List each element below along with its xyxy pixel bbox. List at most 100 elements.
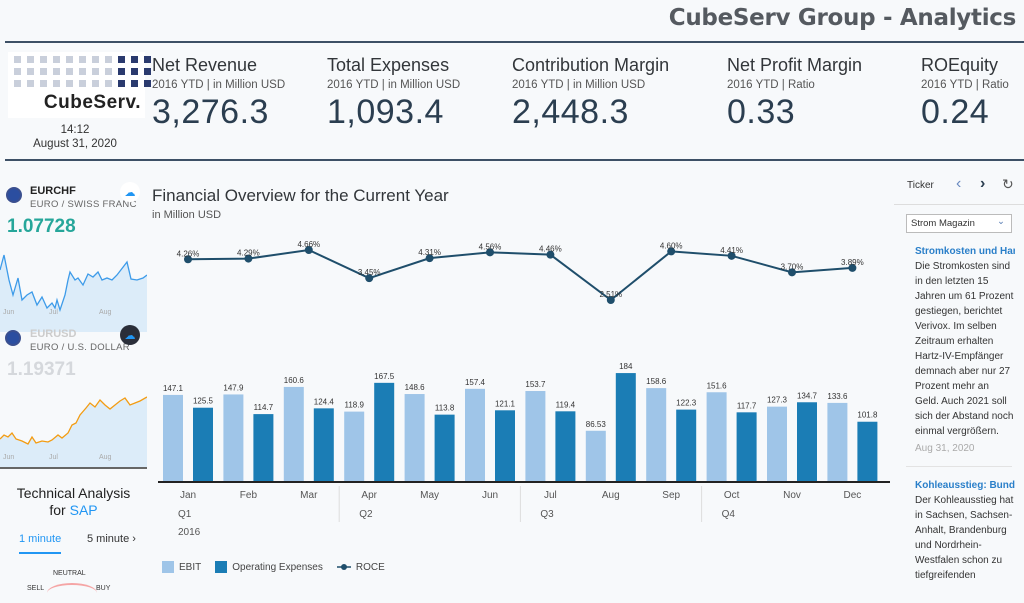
roce-point[interactable]	[788, 268, 796, 277]
next-icon[interactable]: ›	[980, 175, 986, 192]
clock-date: August 31, 2020	[33, 138, 117, 150]
month-label: Feb	[240, 490, 258, 501]
refresh-icon[interactable]: ↻	[1002, 176, 1014, 192]
bar-value-label: 157.4	[465, 378, 486, 387]
fx-code: EURCHF	[30, 185, 76, 197]
kpi-net-revenue[interactable]: Net Revenue 2016 YTD | in Million USD 3,…	[152, 55, 285, 132]
opex-bar[interactable]	[555, 411, 576, 482]
ebit-bar[interactable]	[465, 388, 485, 482]
roce-point[interactable]	[486, 248, 494, 257]
bar-value-label: 153.7	[525, 380, 546, 389]
month-label: Aug	[602, 490, 620, 501]
ebit-bar[interactable]	[706, 392, 727, 482]
gauge-label: NEUTRAL	[53, 570, 86, 577]
opex-bar[interactable]	[313, 408, 334, 482]
eu-flag-icon	[5, 330, 21, 346]
ebit-bar[interactable]	[767, 406, 787, 482]
kpi-total-expenses[interactable]: Total Expenses 2016 YTD | in Million USD…	[327, 55, 460, 132]
kpi-title: Net Profit Margin	[727, 55, 863, 75]
opex-bar[interactable]	[857, 421, 878, 482]
roce-value-label: 3.45%	[358, 268, 381, 277]
month-label: May	[420, 490, 439, 501]
bar-value-label: 113.8	[435, 404, 455, 413]
opex-bar[interactable]	[615, 373, 636, 482]
previous-icon[interactable]: ‹	[956, 175, 962, 192]
opex-bar[interactable]	[676, 409, 697, 482]
ebit-bar[interactable]	[344, 411, 365, 482]
logo-dot	[144, 80, 151, 87]
roce-point[interactable]	[667, 247, 676, 256]
symbol-link[interactable]: SAP	[69, 502, 98, 518]
opex-bar[interactable]	[253, 414, 274, 482]
roce-point[interactable]	[304, 246, 313, 254]
roce-value-label: 4.26%	[177, 249, 200, 258]
kpi-value: 3,276.3	[152, 93, 269, 131]
news-item[interactable]: Kohleausstieg: Bund und Der Kohleausstie…	[915, 478, 1015, 583]
ebit-bar[interactable]	[525, 391, 546, 482]
logo-dot	[14, 80, 21, 87]
legend-item-roce[interactable]: ROCE	[336, 561, 385, 573]
roce-point[interactable]	[848, 263, 857, 272]
opex-bar[interactable]	[434, 414, 455, 482]
cloud-icon[interactable]: ☁	[120, 325, 140, 345]
opex-bar[interactable]	[374, 382, 395, 482]
roce-point[interactable]	[425, 254, 434, 263]
month-label: Jul	[544, 490, 557, 501]
opex-bar[interactable]	[495, 410, 515, 482]
kpi-subtitle: 2016 YTD | in Million USD	[152, 79, 286, 91]
logo-dot	[79, 68, 86, 75]
month-label: Jun	[3, 454, 14, 461]
cloud-icon[interactable]: ☁	[120, 182, 140, 202]
eurchf-sparkline[interactable]: Jun Jul Aug	[0, 250, 147, 332]
news-headline[interactable]: Kohleausstieg: Bund und	[915, 480, 1015, 491]
opex-bar[interactable]	[736, 412, 757, 482]
kpi-value: 1,093.4	[327, 93, 444, 131]
roce-value-label: 4.46%	[539, 245, 562, 254]
bar-value-label: 118.9	[344, 401, 364, 410]
roce-point[interactable]	[727, 251, 736, 260]
roce-point[interactable]	[606, 296, 615, 305]
month-label: Mar	[300, 490, 318, 501]
ebit-bar[interactable]	[585, 430, 606, 482]
legend-label: ROCE	[355, 561, 385, 573]
ebit-bar[interactable]	[404, 394, 425, 482]
company-logo: CubeServ.	[8, 52, 151, 118]
logo-dot	[53, 68, 60, 75]
eurusd-sparkline[interactable]: Jun Jul Aug	[0, 395, 147, 467]
news-headline[interactable]: Stromkosten und Hartz-IV	[915, 246, 1015, 257]
bar-value-label: 160.6	[284, 376, 305, 385]
roce-point[interactable]	[244, 254, 253, 263]
roce-point[interactable]	[546, 250, 555, 259]
bar-value-label: 114.7	[254, 403, 274, 412]
logo-dot	[53, 80, 60, 87]
legend-item-operating-expenses[interactable]: Operating Expenses	[215, 561, 323, 573]
ebit-bar[interactable]	[223, 394, 244, 482]
legend-item-ebit[interactable]: EBIT	[162, 561, 201, 573]
tab-5-minute[interactable]: 5 minute ›	[87, 533, 136, 545]
kpi-contribution-margin[interactable]: Contribution Margin 2016 YTD | in Millio…	[512, 55, 669, 132]
ebit-bar[interactable]	[827, 402, 848, 482]
kpi-value: 0.24	[921, 93, 990, 131]
financial-overview-chart[interactable]: 147.1 125.5 Jan 147.9 114.7 Feb 160.6 124.4 Mar 1…	[150, 230, 890, 550]
opex-bar[interactable]	[797, 402, 817, 482]
ebit-bar[interactable]	[163, 394, 183, 482]
roce-line[interactable]	[187, 248, 853, 302]
logo-dot	[66, 68, 73, 75]
kpi-title: Net Revenue	[152, 55, 258, 75]
news-item[interactable]: Stromkosten und Hartz-IV Die Stromkosten…	[915, 244, 1015, 456]
logo-dot	[66, 56, 73, 63]
month-label: Oct	[724, 490, 740, 501]
bar-value-label: 134.7	[797, 391, 818, 400]
roce-value-label: 4.41%	[720, 246, 743, 255]
ebit-bar[interactable]	[646, 388, 667, 482]
source-select[interactable]: Strom Magazin ⌄	[906, 214, 1012, 233]
kpi-net-profit-margin[interactable]: Net Profit Margin 2016 YTD | Ratio 0.33	[727, 55, 862, 132]
opex-bar[interactable]	[193, 407, 213, 482]
ebit-bar[interactable]	[283, 386, 304, 482]
month-label: Jun	[482, 490, 498, 501]
kpi-roequity[interactable]: ROEquity 2016 YTD | Ratio 0.24	[921, 55, 1009, 132]
roce-point[interactable]	[365, 274, 374, 283]
roce-point[interactable]	[184, 255, 192, 264]
tab-1-minute[interactable]: 1 minute	[19, 533, 62, 554]
logo-dot	[40, 56, 47, 63]
